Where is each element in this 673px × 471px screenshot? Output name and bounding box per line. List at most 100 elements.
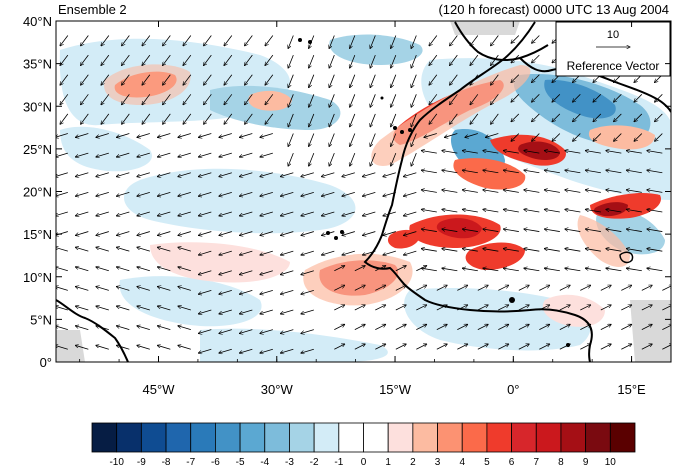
wind-vector [342, 172, 355, 177]
wind-vector [75, 286, 89, 291]
wind-vector [96, 172, 109, 177]
wind-vector [606, 209, 622, 213]
wind-vector [354, 344, 365, 350]
shade-blue-light-6 [200, 328, 388, 362]
wind-vector [436, 344, 447, 350]
wind-vector [198, 348, 212, 353]
coastlines [56, 21, 671, 362]
wind-vector [198, 329, 212, 334]
wind-vectors [56, 35, 671, 353]
wind-vector [573, 113, 581, 122]
wind-vector [56, 211, 68, 216]
wind-vector [491, 94, 499, 104]
colorbar-swatch [461, 422, 488, 453]
wind-vector [503, 151, 519, 154]
island [400, 130, 404, 134]
wind-vector [544, 249, 560, 252]
island [408, 128, 412, 132]
wind-vector [524, 229, 540, 232]
wind-vector [511, 133, 520, 142]
wind-vector [239, 270, 253, 275]
wind-vector [370, 74, 376, 88]
wind-vector [342, 231, 355, 236]
wind-vector [239, 290, 253, 294]
wind-vector [142, 54, 151, 65]
wind-vector [621, 324, 631, 330]
island [380, 96, 384, 100]
wind-vector [518, 285, 529, 291]
wind-vector [183, 54, 192, 65]
wind-vector [503, 190, 519, 193]
wind-vector [354, 324, 365, 330]
wind-vector [60, 74, 69, 85]
wind-vector [403, 211, 417, 216]
map-area [56, 21, 671, 362]
wind-vector [375, 305, 385, 311]
wind-vector [442, 249, 458, 252]
wind-vector [383, 231, 396, 236]
wind-vector [219, 191, 232, 196]
wind-vector [239, 172, 253, 177]
wind-vector [395, 344, 406, 350]
wind-vector [219, 290, 232, 294]
wind-vector [116, 152, 130, 157]
wind-vector [116, 172, 130, 177]
wind-vector [391, 54, 397, 68]
wind-vector [260, 191, 273, 196]
wind-vector [391, 152, 397, 166]
wind-vector [183, 94, 192, 104]
wind-vector [157, 345, 171, 350]
colorbar-label: 1 [385, 457, 391, 468]
anomaly-shading [56, 21, 671, 362]
wind-vector [280, 231, 294, 236]
wind-vector [539, 305, 549, 311]
island [509, 297, 515, 303]
wind-vector [350, 113, 356, 127]
wind-vector [321, 172, 335, 177]
wind-vector [457, 285, 467, 291]
wind-vector [483, 151, 499, 154]
wind-vector [260, 211, 273, 216]
wind-vector [524, 190, 540, 193]
wind-vector [457, 305, 467, 311]
wind-vector [370, 54, 376, 68]
wind-vector [544, 170, 560, 174]
wind-vector [178, 172, 191, 177]
wind-vector [593, 133, 602, 142]
wind-vector [416, 305, 426, 311]
wind-vector [552, 94, 561, 102]
island [340, 230, 344, 234]
wind-vector [265, 54, 274, 65]
wind-vector [198, 133, 212, 138]
reference-vector-legend: 10 Reference Vector [555, 21, 671, 77]
wind-vector [137, 326, 150, 330]
wind-vector [621, 344, 631, 350]
wind-vector [626, 151, 642, 154]
wind-vector [395, 324, 406, 330]
shade-gray-corner-3 [630, 300, 671, 362]
wind-vector [75, 152, 89, 157]
colorbar-label: 4 [459, 457, 465, 468]
wind-vector [350, 74, 356, 88]
wind-vector [198, 152, 212, 157]
wind-vector [280, 211, 294, 216]
reference-vector-box [555, 21, 671, 77]
wind-vector [362, 231, 376, 236]
wind-vector [329, 152, 335, 166]
wind-vector [532, 74, 540, 83]
colorbar-label: -8 [162, 457, 171, 468]
wind-vector [532, 54, 540, 63]
wind-vector [122, 54, 130, 65]
wind-vector [552, 133, 561, 142]
wind-vector [116, 345, 130, 350]
wind-vector [137, 211, 150, 216]
wind-vector [219, 329, 232, 334]
wind-vector [450, 94, 458, 104]
wind-vector [301, 270, 314, 275]
wind-vector [329, 74, 335, 88]
wind-vector [122, 113, 130, 124]
wind-vector [498, 344, 508, 350]
wind-vector [96, 267, 109, 272]
lon-tick-label: 15°W [379, 382, 412, 397]
wind-vector [157, 286, 171, 291]
